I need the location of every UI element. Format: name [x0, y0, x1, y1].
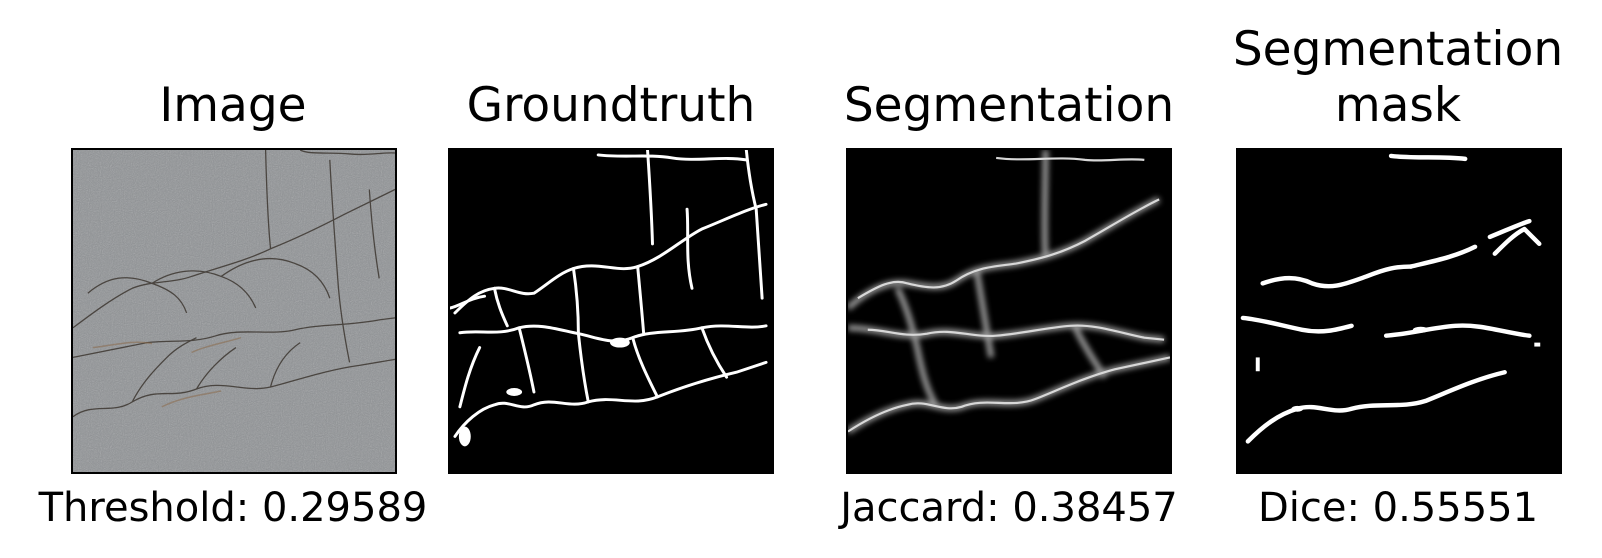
- panel-title: Groundtruth: [466, 78, 756, 133]
- binary-segmentation-mask: [1236, 148, 1562, 474]
- panel-groundtruth: Groundtruth: [411, 0, 811, 558]
- pavement-photo: [71, 148, 397, 474]
- dice-score: Dice: 0.55551: [1257, 485, 1539, 531]
- panel-title: Image: [159, 78, 307, 133]
- panel-image: Image: [33, 0, 433, 558]
- threshold-label: Threshold: 0.29589: [38, 485, 428, 531]
- panel-segmentation-mask: Segmentation mask Dice: 0.55551: [1198, 0, 1598, 558]
- segmentation-probability-map: [846, 148, 1172, 474]
- jaccard-score: Jaccard: 0.38457: [840, 485, 1178, 531]
- panel-title-line1: Segmentation: [1232, 22, 1564, 77]
- panel-title-line2: mask: [1334, 78, 1462, 133]
- panel-segmentation: Segmentation: [809, 0, 1209, 558]
- groundtruth-mask: [448, 148, 774, 474]
- panel-title: Segmentation: [843, 78, 1175, 133]
